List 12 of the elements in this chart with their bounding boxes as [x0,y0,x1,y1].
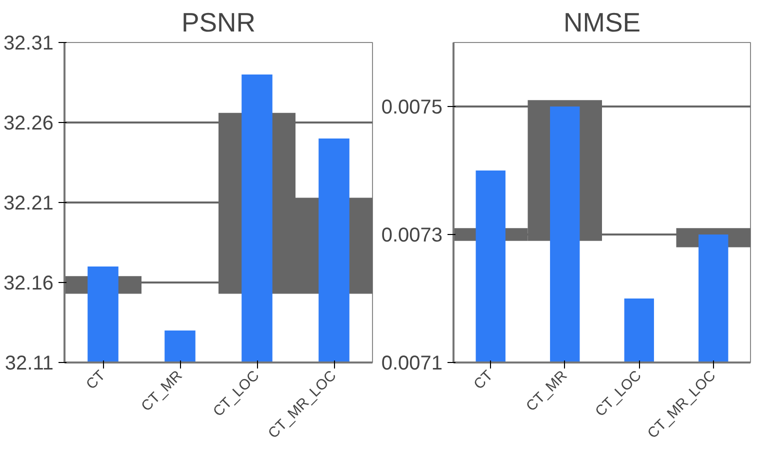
x-tick-label: CT [471,368,496,393]
chart-title: NMSE [563,8,641,38]
y-tick-label: 32.31 [3,32,54,54]
y-tick-label: 0.0075 [381,96,442,118]
y-tick-label: 32.11 [4,352,54,374]
y-tick-label: 32.16 [3,272,54,294]
y-tick-label: 0.0073 [381,224,442,246]
chart-title: PSNR [181,8,256,38]
x-tick-label: CT [84,368,109,393]
y-tick-label: 32.26 [3,112,54,134]
y-tick-label: 0.0071 [381,352,442,374]
y-tick-label: 32.21 [3,192,54,214]
